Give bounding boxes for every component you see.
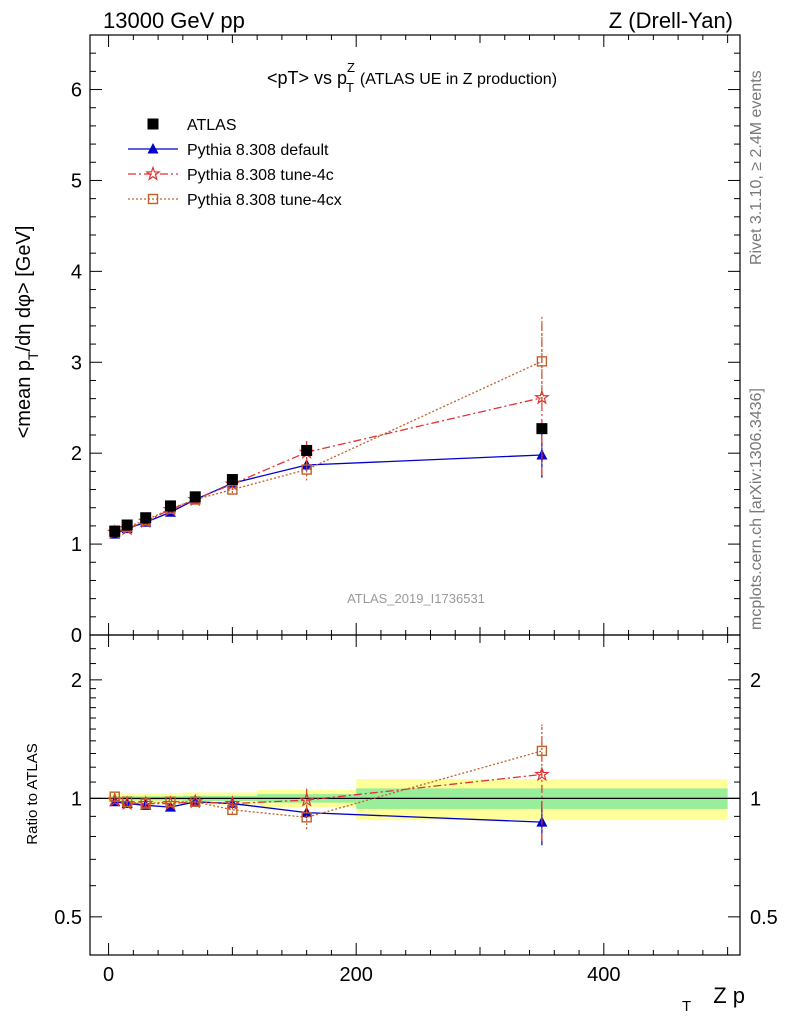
ratio-y-tick-label-left: 1 <box>71 788 82 810</box>
ratio-series-open-square-point <box>109 791 120 802</box>
ratio-series-open-square-point <box>536 745 548 757</box>
analysis-watermark: ATLAS_2019_I1736531 <box>347 591 485 606</box>
ratio-series-open-square-point <box>121 796 133 808</box>
main-series-triangle-line <box>114 454 542 535</box>
x-tick-label: 0 <box>103 964 114 986</box>
header-right: Z (Drell-Yan) <box>609 8 733 33</box>
x-tick-label: 200 <box>340 964 373 986</box>
legend-label: ATLAS <box>187 117 237 134</box>
main-series-open-square-point <box>536 356 548 367</box>
ratio-y-tick-label-right: 1 <box>750 788 761 810</box>
main-series-star-line <box>114 397 543 533</box>
ratio-series-layer <box>106 724 550 846</box>
ratio-y-tick-label-left: 0.5 <box>54 907 82 929</box>
mcplots-label: mcplots.cern.ch [arXiv:1306.3436] <box>748 388 765 630</box>
legend-marker-square <box>147 118 159 130</box>
ratio-ylabel: Ratio to ATLAS <box>24 743 41 844</box>
ratio-series-open-square-point <box>140 798 151 809</box>
legend-marker-open-square <box>147 193 159 205</box>
ratio-series-star-line <box>114 773 542 805</box>
legend-marker-triangle <box>147 143 159 154</box>
main-series-square-point <box>301 444 313 456</box>
ratio-series-open-square-point <box>301 812 312 823</box>
main-series-square-point <box>121 519 133 531</box>
ratio-series-open-square-point <box>227 804 238 816</box>
main-y-tick-label: 6 <box>71 80 82 102</box>
main-series-layer <box>106 315 550 540</box>
ratio-y-tick-label-left: 2 <box>71 670 82 692</box>
ratio-series-star-point <box>298 791 315 807</box>
main-series-star-point <box>533 389 550 405</box>
ratio-series-open-square-point <box>190 796 201 808</box>
main-y-tick-label: 3 <box>71 352 82 374</box>
x-axis-label-sub: T <box>682 998 691 1015</box>
ratio-series-open-square-point <box>165 796 176 808</box>
rivet-label: Rivet 3.1.10, ≥ 2.4M events <box>748 70 765 265</box>
main-series-square-point <box>536 423 548 435</box>
main-ylabel: <mean pT/dη dφ> [GeV] <box>13 226 41 439</box>
main-series-open-square-line <box>114 360 543 532</box>
main-y-tick-label: 1 <box>71 534 82 556</box>
ratio-y-tick-label-right: 0.5 <box>750 907 778 929</box>
x-axis-label: Z p <box>713 983 745 1008</box>
header-left: 13000 GeV pp <box>103 8 245 33</box>
ratio-frame <box>89 634 741 956</box>
ratio-series-star-point <box>224 795 241 811</box>
main-y-tick-label: 0 <box>71 625 82 647</box>
axes-layer: 0 200 400 0 1 2 3 4 5 6 0.5 0.5 1 1 2 2 <box>54 34 778 986</box>
legend: ATLAS Pythia 8.308 default Pythia 8.308 tu… <box>128 117 342 209</box>
main-series-open-square-point <box>301 464 312 475</box>
main-y-tick-label: 5 <box>71 170 82 192</box>
ratio-y-tick-label-right: 2 <box>750 670 761 692</box>
legend-label: Pythia 8.308 tune-4c <box>187 167 334 184</box>
legend-marker-star <box>145 165 161 181</box>
main-series-square-point <box>109 525 121 537</box>
ratio-uncertainty-band <box>90 778 740 821</box>
main-title: <pT> vs pZ T (ATLAS UE in Z production) <box>267 60 557 95</box>
main-y-tick-label: 2 <box>71 443 82 465</box>
main-series-square-point <box>189 491 201 503</box>
main-series-square-point <box>164 500 176 512</box>
main-y-tick-label: 4 <box>71 261 82 283</box>
legend-label: Pythia 8.308 default <box>187 142 329 159</box>
legend-label: Pythia 8.308 tune-4cx <box>187 192 342 209</box>
ratio-series-open-square-line <box>114 750 543 818</box>
main-series-square-point <box>140 512 152 524</box>
main-series-square-point <box>226 474 238 486</box>
x-tick-label: 400 <box>587 964 620 986</box>
